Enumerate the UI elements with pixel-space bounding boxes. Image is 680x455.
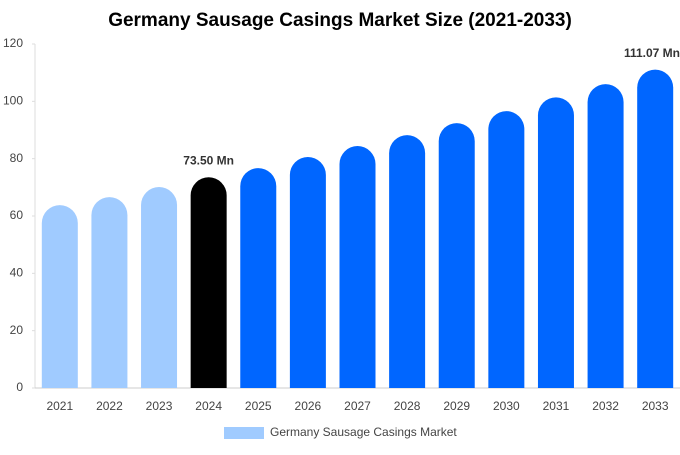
value-label: 111.07 Mn <box>624 46 680 60</box>
x-tick-label: 2029 <box>443 399 470 413</box>
x-tick-label: 2027 <box>344 399 371 413</box>
y-tick-label: 60 <box>10 208 24 222</box>
legend-swatch <box>224 427 264 439</box>
y-tick-label: 0 <box>16 380 23 394</box>
bar <box>91 197 128 388</box>
bar <box>537 97 574 388</box>
x-tick-label: 2028 <box>394 399 421 413</box>
x-tick-label: 2033 <box>642 399 669 413</box>
x-tick-label: 2032 <box>592 399 619 413</box>
x-tick-label: 2025 <box>245 399 272 413</box>
bar <box>488 111 525 388</box>
legend-label: Germany Sausage Casings Market <box>270 425 457 439</box>
x-tick-label: 2026 <box>295 399 322 413</box>
y-tick-label: 20 <box>10 323 24 337</box>
x-tick-label: 2022 <box>96 399 123 413</box>
bar <box>41 205 78 388</box>
x-tick-label: 2021 <box>46 399 73 413</box>
bar <box>389 135 426 388</box>
y-tick-label: 40 <box>10 266 24 280</box>
bar <box>637 69 674 388</box>
x-tick-label: 2030 <box>493 399 520 413</box>
x-tick-label: 2024 <box>195 399 222 413</box>
x-tick-label: 2023 <box>146 399 173 413</box>
chart-title: Germany Sausage Casings Market Size (202… <box>108 10 572 31</box>
bar <box>240 168 277 388</box>
bar <box>141 187 178 388</box>
bar <box>339 146 376 388</box>
bar <box>289 156 326 388</box>
bar <box>438 123 475 388</box>
y-tick-label: 80 <box>10 151 24 165</box>
bar <box>190 177 227 388</box>
y-tick-label: 120 <box>3 36 23 50</box>
y-tick-label: 100 <box>3 94 23 108</box>
x-tick-label: 2031 <box>543 399 570 413</box>
value-label: 73.50 Mn <box>183 153 234 167</box>
bar <box>587 84 624 388</box>
